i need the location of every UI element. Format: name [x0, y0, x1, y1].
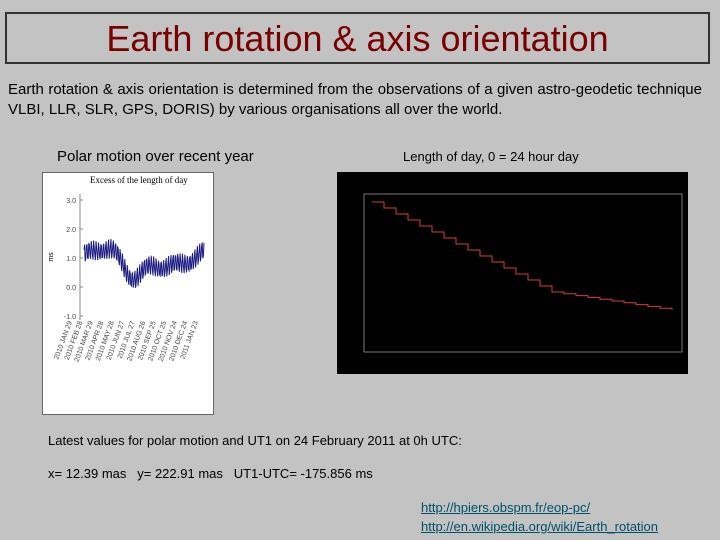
y-tick-label: 3.0: [66, 198, 76, 205]
figure-caption: Length of day, 0 = 24 hour day: [403, 149, 579, 164]
link[interactable]: http://en.wikipedia.org/wiki/Earth_rotat…: [421, 519, 659, 534]
y-tick-label: -1.0: [64, 314, 76, 321]
lod-image: Excess of the length of day ms 3.0 2.0 1.0…: [42, 172, 214, 415]
image-frame: [337, 172, 688, 374]
y-label: ms: [48, 252, 55, 262]
y-tick-label: 0.0: [66, 285, 76, 292]
figure-caption: Polar motion over recent year: [57, 148, 254, 165]
link[interactable]: http://hpiers.obspm.fr/eop-pc/: [421, 500, 591, 515]
slide-title: Earth rotation & axis orientation: [5, 12, 710, 64]
latest-values: x= 12.39 mas y= 222.91 mas UT1-UTC= -175…: [48, 466, 373, 481]
image-frame: [42, 172, 214, 415]
latest-heading: Latest values for polar motion and UT1 o…: [48, 433, 462, 448]
y-tick-label: 2.0: [66, 227, 76, 234]
paragraph: Earth rotation & axis orientation is det…: [8, 81, 702, 118]
lod-history-image: [337, 172, 688, 374]
plot-frame: [363, 193, 683, 353]
lod-trace: [372, 201, 673, 310]
lod-trace: [83, 239, 205, 288]
y-tick-label: 1.0: [66, 256, 76, 263]
image-title: Excess of the length of day: [90, 175, 188, 185]
